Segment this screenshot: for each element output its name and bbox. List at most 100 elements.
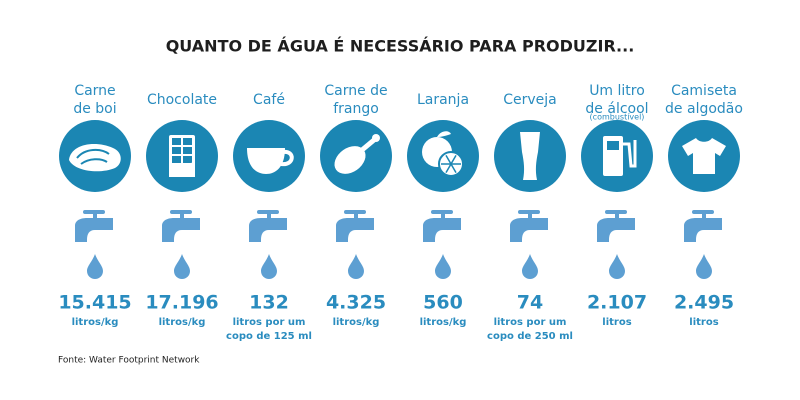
- tap-handle: [180, 212, 184, 219]
- pump-screen: [607, 141, 619, 150]
- item-unit: copo de 125 ml: [226, 331, 312, 342]
- item-value: 2.495: [674, 292, 734, 314]
- tap: [249, 210, 287, 242]
- icon: [247, 148, 294, 174]
- item-value: 17.196: [145, 292, 218, 314]
- tap-top: [692, 210, 714, 214]
- tap-body: [684, 218, 722, 242]
- meat-fat: [76, 148, 110, 159]
- chocolate-piece: [172, 138, 181, 145]
- icon: [520, 132, 540, 180]
- tap: [336, 210, 374, 242]
- item-value: 15.415: [58, 292, 131, 314]
- item-unit: copo de 250 ml: [487, 331, 573, 342]
- tap: [75, 210, 113, 242]
- tap-body: [510, 218, 548, 242]
- drop: [348, 254, 364, 279]
- chocolate-piece: [172, 156, 181, 163]
- tap-top: [605, 210, 627, 214]
- meat-fat: [80, 158, 108, 165]
- item-unit: litros: [689, 317, 718, 328]
- item-name: frango: [333, 101, 379, 117]
- item-value: 132: [249, 292, 289, 314]
- tap-body: [249, 218, 287, 242]
- source: Fonte: Water Footprint Network: [58, 356, 200, 366]
- item-name: Chocolate: [147, 92, 217, 108]
- drop: [174, 254, 190, 279]
- item-unit: litros/kg: [333, 317, 380, 328]
- wrapper: [169, 162, 195, 177]
- icon: [682, 138, 726, 174]
- chocolate-piece: [183, 156, 192, 163]
- drop: [435, 254, 451, 279]
- icon: [603, 136, 637, 176]
- item-value: 74: [517, 292, 543, 314]
- item-value: 4.325: [326, 292, 386, 314]
- tap-body: [75, 218, 113, 242]
- bone: [360, 138, 376, 152]
- item-name: Carne de: [324, 83, 387, 99]
- orange-segment: [445, 154, 452, 165]
- tap-top: [170, 210, 192, 214]
- tap-handle: [528, 212, 532, 219]
- orange-segment: [450, 154, 457, 165]
- orange-segment: [445, 163, 452, 174]
- tap-handle: [441, 212, 445, 219]
- item-name: Um litro: [589, 83, 645, 99]
- item-note: (combustível): [590, 113, 645, 122]
- item-unit: litros/kg: [420, 317, 467, 328]
- tshirt: [682, 138, 726, 174]
- item-name: Camiseta: [671, 83, 737, 99]
- item-name: Laranja: [417, 92, 469, 108]
- tap: [162, 210, 200, 242]
- icon: [422, 131, 464, 177]
- tap: [423, 210, 461, 242]
- item-name: de álcool: [585, 101, 648, 117]
- cup: [247, 148, 285, 174]
- tap-top: [431, 210, 453, 214]
- title: QUANTO DE ÁGUA É NECESSÁRIO PARA PRODUZI…: [166, 37, 635, 56]
- item-name: de boi: [73, 101, 116, 117]
- item-name: Carne: [74, 83, 115, 99]
- cup-handle: [280, 149, 294, 167]
- item-name: Cerveja: [503, 92, 557, 108]
- item-unit: litros/kg: [159, 317, 206, 328]
- bone-end: [372, 134, 380, 142]
- tap: [597, 210, 635, 242]
- tap: [510, 210, 548, 242]
- tap-body: [597, 218, 635, 242]
- item-unit: litros por um: [233, 317, 306, 328]
- item-value: 560: [423, 292, 463, 314]
- item-value: 2.107: [587, 292, 647, 314]
- tap-handle: [615, 212, 619, 219]
- drop: [87, 254, 103, 279]
- tap-top: [518, 210, 540, 214]
- chocolate-piece: [183, 138, 192, 145]
- item-name: Café: [253, 92, 285, 108]
- drumstick: [334, 146, 366, 174]
- icon: [69, 144, 121, 172]
- item-name: de algodão: [665, 101, 743, 117]
- chocolate-piece: [183, 147, 192, 154]
- item-unit: litros por um: [494, 317, 567, 328]
- icon: [169, 135, 195, 177]
- tap-top: [344, 210, 366, 214]
- tap-body: [423, 218, 461, 242]
- tap: [684, 210, 722, 242]
- item-unit: litros: [602, 317, 631, 328]
- pump-hose: [623, 140, 637, 168]
- tap-handle: [93, 212, 97, 219]
- item-unit: litros/kg: [72, 317, 119, 328]
- chocolate-piece: [172, 147, 181, 154]
- drop: [522, 254, 538, 279]
- drop: [696, 254, 712, 279]
- tap-handle: [702, 212, 706, 219]
- tap-body: [162, 218, 200, 242]
- leaf: [437, 131, 451, 137]
- tap-body: [336, 218, 374, 242]
- drop: [261, 254, 277, 279]
- tap-top: [257, 210, 279, 214]
- tap-handle: [354, 212, 358, 219]
- tap-handle: [267, 212, 271, 219]
